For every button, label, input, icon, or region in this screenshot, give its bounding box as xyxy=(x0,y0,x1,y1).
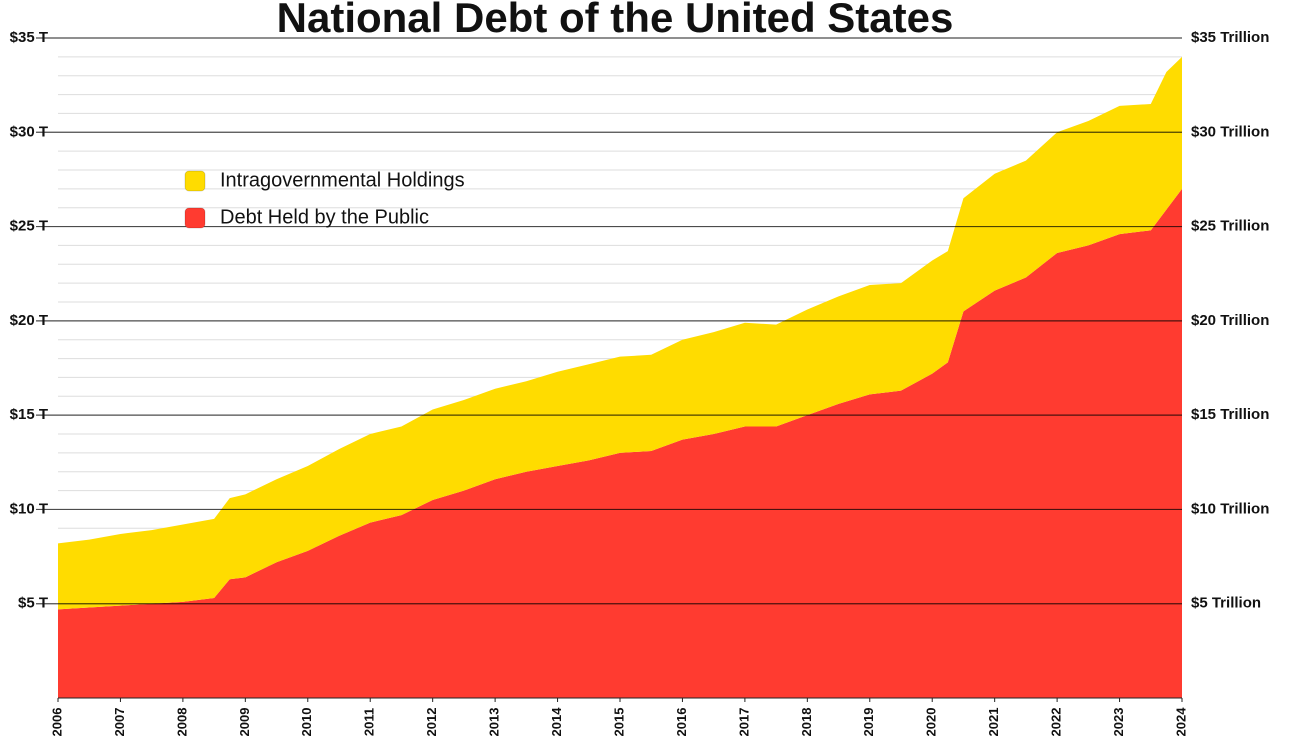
legend-swatch xyxy=(184,207,206,229)
y2-tick-label: $5 Trillion xyxy=(1191,595,1261,612)
x-tick-label: 2011 xyxy=(362,708,377,736)
chart-title: National Debt of the United States xyxy=(277,0,954,41)
x-tick-label: 2014 xyxy=(549,707,564,737)
x-tick-label: 2009 xyxy=(237,708,252,737)
y2-tick-label: $15 Trillion xyxy=(1191,406,1269,423)
y2-tick-label: $30 Trillion xyxy=(1191,123,1269,140)
x-tick-label: 2023 xyxy=(1111,708,1126,737)
y-tick-label: $5 T xyxy=(18,595,48,612)
x-tick-label: 2018 xyxy=(799,708,814,737)
x-tick-label: 2020 xyxy=(924,708,939,737)
y2-tick-label: $25 Trillion xyxy=(1191,218,1269,235)
y2-tick-label: $20 Trillion xyxy=(1191,312,1269,329)
area xyxy=(58,56,1182,610)
x-tick-label: 2008 xyxy=(174,708,189,737)
x-tick-label: 2016 xyxy=(674,708,689,737)
x-tick-label: 2017 xyxy=(736,708,751,737)
legend-label: Intragovernmental Holdings xyxy=(220,169,465,191)
x-tick-label: 2021 xyxy=(986,708,1001,737)
x-tick-label: 2015 xyxy=(611,708,626,737)
legend-swatch xyxy=(184,170,206,192)
x-tick-label: 2010 xyxy=(299,708,314,737)
y-tick-label: $35 T xyxy=(10,29,48,46)
y-tick-label: $30 T xyxy=(10,123,48,140)
x-tick-label: 2024 xyxy=(1173,707,1188,737)
y-tick-label: $20 T xyxy=(10,312,48,329)
x-tick-label: 2022 xyxy=(1049,708,1064,737)
x-tick-label: 2006 xyxy=(49,708,64,737)
x-tick-label: 2012 xyxy=(424,708,439,737)
area xyxy=(58,188,1182,698)
y-tick-label: $25 T xyxy=(10,218,48,235)
x-tick-label: 2007 xyxy=(112,708,127,737)
x-tick-label: 2019 xyxy=(861,708,876,737)
y2-tick-label: $10 Trillion xyxy=(1191,500,1269,517)
x-tick-label: 2013 xyxy=(487,708,502,737)
y2-tick-label: $35 Trillion xyxy=(1191,29,1269,46)
legend-label: Debt Held by the Public xyxy=(220,206,429,228)
y-tick-label: $15 T xyxy=(10,406,48,423)
y-tick-label: $10 T xyxy=(10,500,48,517)
